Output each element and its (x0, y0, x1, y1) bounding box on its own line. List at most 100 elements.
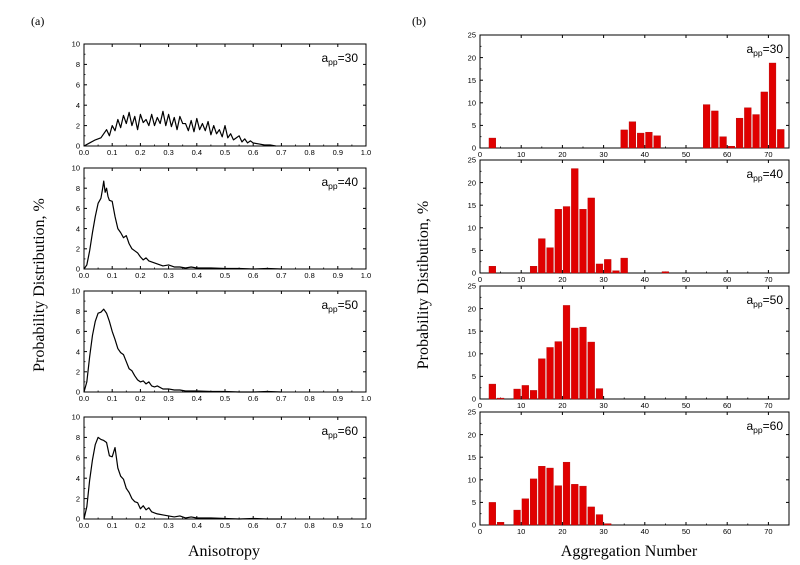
x-tick-label: 0.2 (135, 148, 145, 157)
bar (513, 509, 521, 526)
x-tick-label: 0.4 (192, 148, 202, 157)
x-tick-label: 0 (478, 527, 482, 536)
x-tick-label: 70 (764, 275, 772, 284)
panel-annotation: app=30 (746, 42, 783, 58)
x-tick-label: 0.9 (333, 394, 343, 403)
bar (579, 485, 587, 526)
chart-panel-b-4: 0 10 20 30 40 50 60 70 0 5 10 15 20 25 app=60 (468, 408, 790, 536)
annotation-subscript: pp (753, 48, 763, 58)
x-tick-label: 0.4 (192, 271, 202, 280)
series-line (83, 308, 282, 393)
y-tick-label: 6 (76, 204, 80, 213)
panel-annotation: app=40 (321, 175, 358, 191)
x-tick-label: 20 (558, 401, 566, 410)
y-tick-label: 4 (76, 224, 80, 233)
bar (562, 461, 571, 526)
x-tick-label: 60 (723, 275, 731, 284)
bar (661, 271, 669, 274)
panel-annotation: app=50 (746, 293, 783, 309)
x-tick-label: 0.1 (107, 271, 117, 280)
x-tick-label: 0 (478, 275, 482, 284)
x-tick-label: 40 (641, 275, 649, 284)
annotation-subscript: pp (328, 304, 338, 314)
bar (521, 498, 529, 526)
bar (595, 514, 604, 526)
bar (497, 397, 505, 400)
bar (488, 137, 496, 149)
y-tick-label: 2 (76, 121, 80, 130)
bar (604, 259, 612, 274)
x-tick-label: 0.1 (107, 148, 117, 157)
right-y-axis-title: Probability Distibution, % (415, 201, 432, 369)
x-tick-label: 0.8 (304, 271, 314, 280)
panel-annotation: app=50 (321, 298, 358, 314)
x-tick-label: 0.4 (192, 521, 202, 530)
bar (538, 238, 546, 274)
left-y-axis-title: Probability Distribution, % (31, 198, 48, 372)
bar (513, 388, 521, 400)
chart-panel-a-1: 0.0 0.1 0.2 0.3 0.4 0.5 0.6 0.7 0.8 0.9 1.0 0 2 4 6 8 10… (72, 40, 372, 157)
x-tick-label: 0 (478, 150, 482, 159)
y-tick-label: 20 (468, 304, 476, 313)
y-tick-label: 0 (472, 521, 476, 530)
y-tick-label: 5 (472, 498, 476, 507)
y-tick-label: 10 (468, 224, 476, 233)
x-tick-label: 0.5 (220, 148, 230, 157)
bar (538, 358, 546, 400)
annotation-base: a (746, 42, 753, 56)
annotation-value: =30 (763, 42, 784, 56)
x-tick-label: 1.0 (361, 148, 371, 157)
annotation-subscript: pp (328, 181, 338, 191)
annotation-value: =60 (338, 424, 359, 438)
x-tick-label: 0.0 (79, 148, 89, 157)
y-tick-label: 5 (472, 372, 476, 381)
x-tick-label: 0.3 (163, 394, 173, 403)
bar (620, 129, 628, 149)
bar (645, 131, 653, 149)
y-tick-label: 15 (468, 453, 476, 462)
plot-frame (479, 159, 790, 274)
x-tick-label: 0.8 (304, 394, 314, 403)
series-line (83, 110, 276, 147)
y-tick-label: 10 (72, 40, 80, 49)
y-tick-label: 0 (472, 395, 476, 404)
bar (595, 263, 604, 274)
bar (529, 478, 538, 526)
annotation-value: =40 (763, 167, 784, 181)
y-tick-label: 0 (76, 142, 80, 151)
x-tick-label: 1.0 (361, 394, 371, 403)
x-tick-label: 30 (599, 150, 607, 159)
bar (752, 114, 760, 149)
annotation-value: =50 (338, 298, 359, 312)
y-tick-label: 20 (468, 53, 476, 62)
panel-a-label: (a) (31, 14, 44, 28)
plot-frame (479, 285, 790, 400)
x-tick-label: 30 (599, 401, 607, 410)
chart-panel-a-2: 0.0 0.1 0.2 0.3 0.4 0.5 0.6 0.7 0.8 0.9 1.0 0 2 4 6 8 10… (72, 164, 372, 280)
bar (554, 485, 562, 526)
y-tick-label: 4 (76, 101, 80, 110)
series-line (83, 180, 282, 270)
y-tick-label: 20 (468, 178, 476, 187)
x-tick-label: 20 (558, 527, 566, 536)
y-tick-label: 2 (76, 368, 80, 377)
x-tick-label: 20 (558, 150, 566, 159)
annotation-base: a (321, 175, 328, 189)
annotation-base: a (746, 167, 753, 181)
annotation-base: a (321, 51, 328, 65)
bar (546, 347, 554, 400)
x-tick-label: 0.9 (333, 521, 343, 530)
x-tick-label: 0.7 (276, 394, 286, 403)
x-tick-label: 0.6 (248, 148, 258, 157)
bar (546, 467, 554, 526)
x-tick-label: 10 (517, 275, 525, 284)
left-x-axis-title: Anisotropy (188, 543, 260, 560)
x-tick-label: 40 (641, 401, 649, 410)
x-tick-label: 0.0 (79, 521, 89, 530)
x-tick-label: 0.8 (304, 148, 314, 157)
bar (579, 326, 587, 400)
x-tick-label: 0.5 (220, 394, 230, 403)
bar (562, 305, 571, 400)
x-tick-label: 70 (764, 150, 772, 159)
